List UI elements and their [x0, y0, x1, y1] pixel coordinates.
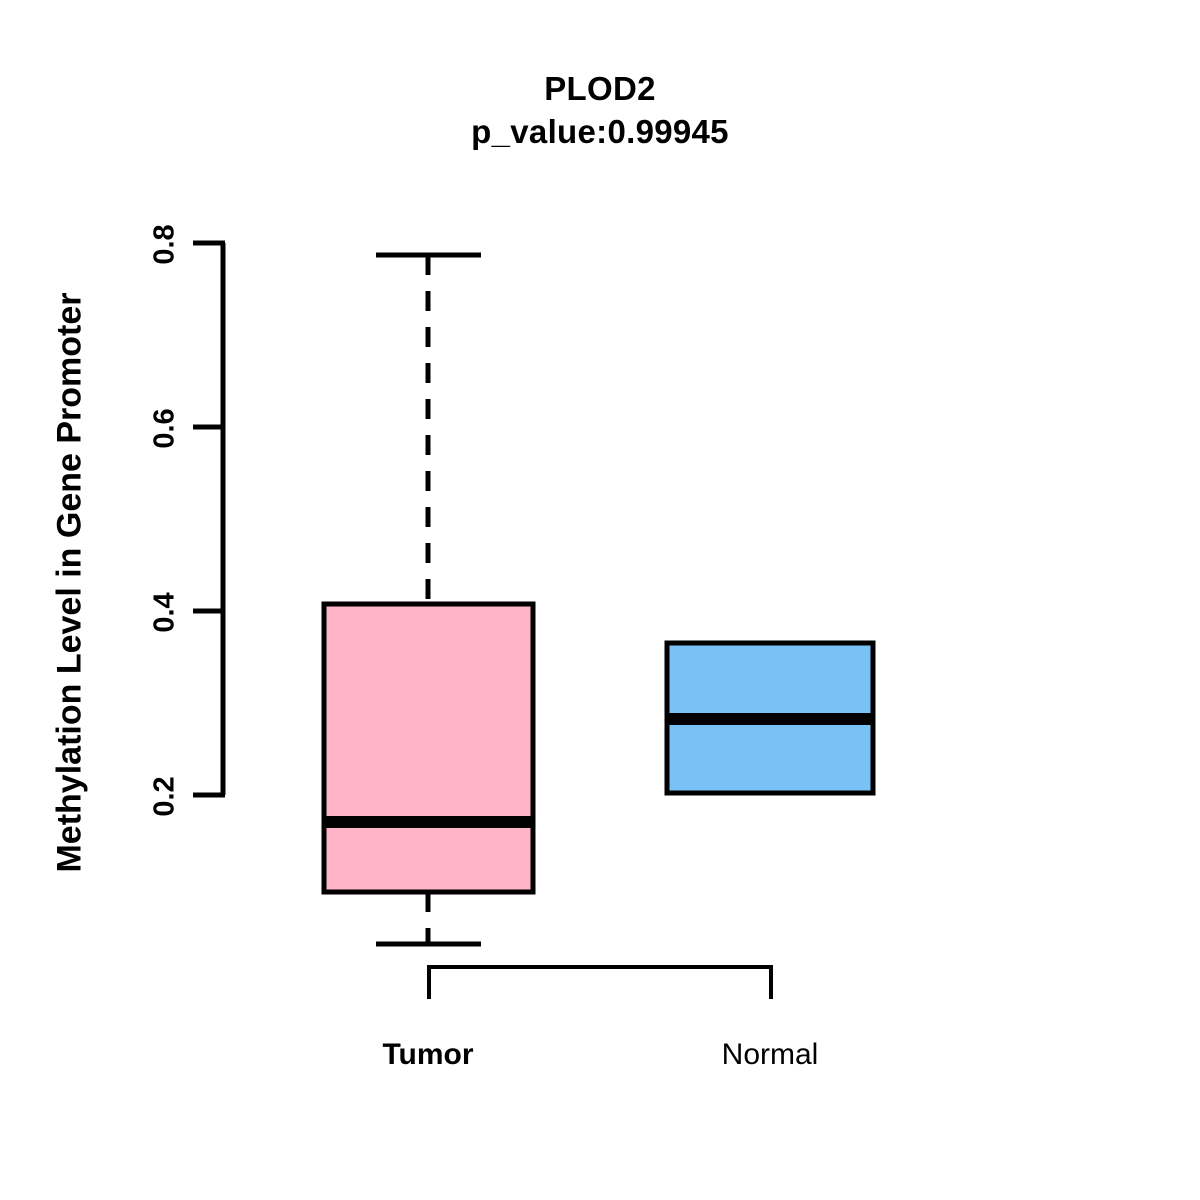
- box-tumor: [321, 252, 536, 947]
- box-normal: [664, 640, 876, 796]
- x-tick-label-normal: Normal: [721, 1038, 819, 1071]
- x-tick-label-tumor: Tumor: [382, 1038, 474, 1071]
- tumor-box-rect: [321, 601, 536, 895]
- x-axis: [427, 965, 773, 999]
- y-axis: [193, 240, 226, 798]
